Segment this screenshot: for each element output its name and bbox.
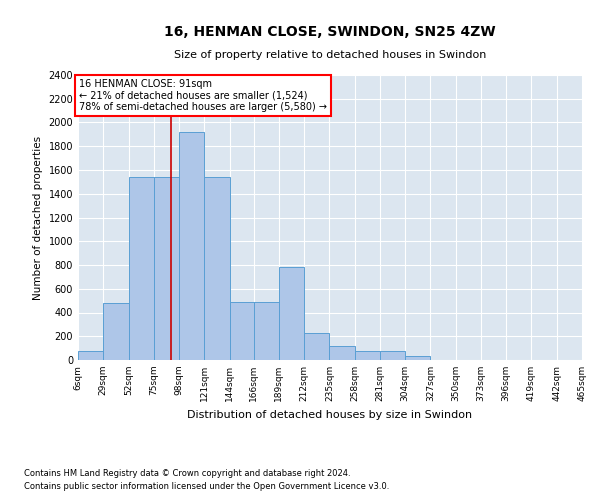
Y-axis label: Number of detached properties: Number of detached properties: [33, 136, 43, 300]
Text: 16 HENMAN CLOSE: 91sqm
← 21% of detached houses are smaller (1,524)
78% of semi-: 16 HENMAN CLOSE: 91sqm ← 21% of detached…: [79, 78, 327, 112]
Bar: [128, 177, 154, 360]
Bar: [154, 177, 179, 360]
Bar: [355, 351, 380, 360]
Bar: [329, 346, 355, 360]
Bar: [405, 356, 430, 360]
Text: 16, HENMAN CLOSE, SWINDON, SN25 4ZW: 16, HENMAN CLOSE, SWINDON, SN25 4ZW: [164, 25, 496, 39]
Text: Contains HM Land Registry data © Crown copyright and database right 2024.: Contains HM Land Registry data © Crown c…: [24, 468, 350, 477]
Bar: [279, 268, 304, 360]
Bar: [103, 303, 128, 360]
Bar: [204, 177, 230, 360]
Text: Size of property relative to detached houses in Swindon: Size of property relative to detached ho…: [174, 50, 486, 60]
Bar: [380, 351, 405, 360]
Text: Contains public sector information licensed under the Open Government Licence v3: Contains public sector information licen…: [24, 482, 389, 491]
Bar: [78, 351, 103, 360]
Bar: [254, 302, 279, 360]
Bar: [304, 332, 329, 360]
Bar: [179, 132, 204, 360]
X-axis label: Distribution of detached houses by size in Swindon: Distribution of detached houses by size …: [187, 410, 473, 420]
Bar: [230, 302, 255, 360]
